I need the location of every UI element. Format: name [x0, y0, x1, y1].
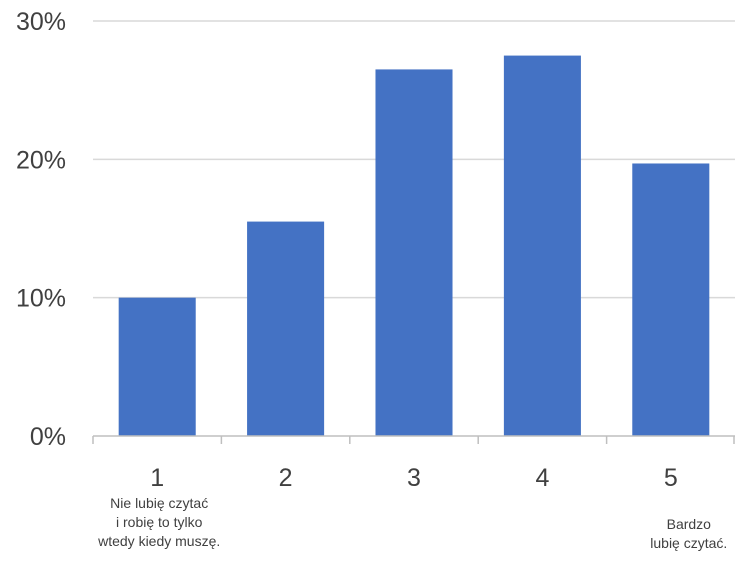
annotation-line: Nie lubię czytać — [110, 495, 208, 511]
annotation-high-end: Bardzo lubię czytać. — [650, 516, 727, 551]
bar-2 — [247, 221, 325, 436]
bar-1 — [118, 297, 196, 436]
bar-5 — [632, 163, 710, 436]
bars — [118, 55, 710, 437]
y-tick-label: 30% — [16, 8, 66, 36]
annotation-line: wtedy kiedy muszę. — [97, 533, 220, 549]
x-tick-label: 3 — [407, 464, 421, 492]
y-tick-labels: 0% 10% 20% 30% — [16, 8, 66, 451]
x-tick-label: 4 — [535, 464, 549, 492]
bar-3 — [375, 69, 453, 437]
annotation-line: Bardzo — [667, 516, 712, 532]
x-tick-labels: 1 2 3 4 5 — [150, 464, 678, 492]
y-tick-label: 0% — [30, 423, 66, 451]
y-tick-label: 10% — [16, 285, 66, 313]
annotation-low-end: Nie lubię czytać i robię to tylko wtedy ki… — [97, 495, 220, 549]
y-tick-label: 20% — [16, 146, 66, 174]
x-axis — [92, 435, 735, 444]
x-tick-label: 2 — [279, 464, 293, 492]
x-tick-label: 5 — [664, 464, 678, 492]
annotation-line: i robię to tylko — [116, 514, 203, 530]
x-tick-label: 1 — [150, 464, 164, 492]
annotation-line: lubię czytać. — [650, 535, 727, 551]
bar-4 — [503, 55, 581, 436]
